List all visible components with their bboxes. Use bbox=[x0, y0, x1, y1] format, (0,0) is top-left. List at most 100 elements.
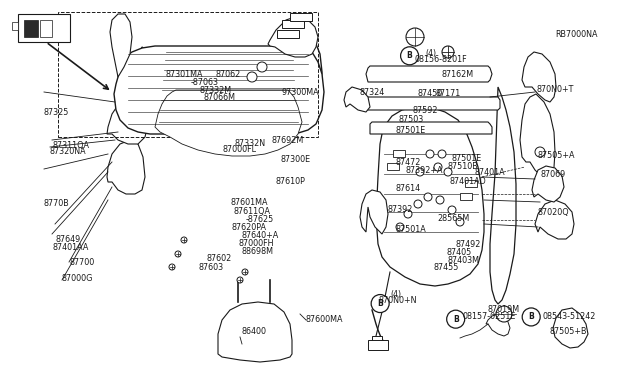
Circle shape bbox=[442, 46, 454, 58]
Circle shape bbox=[414, 200, 422, 208]
Polygon shape bbox=[366, 66, 492, 82]
Text: 87614: 87614 bbox=[396, 185, 420, 193]
Text: 87603: 87603 bbox=[198, 263, 223, 272]
Text: 87501E: 87501E bbox=[452, 154, 482, 163]
Text: 87325: 87325 bbox=[44, 108, 69, 117]
Text: 870N0+T: 870N0+T bbox=[536, 85, 573, 94]
Polygon shape bbox=[155, 90, 302, 156]
Polygon shape bbox=[268, 16, 318, 57]
Circle shape bbox=[535, 147, 545, 157]
Circle shape bbox=[181, 237, 187, 243]
Text: 87472: 87472 bbox=[396, 158, 421, 167]
Text: 87324: 87324 bbox=[360, 88, 385, 97]
Text: 87401AA: 87401AA bbox=[52, 243, 89, 252]
Polygon shape bbox=[110, 14, 132, 77]
FancyBboxPatch shape bbox=[393, 150, 405, 157]
Text: B: B bbox=[529, 312, 534, 321]
Circle shape bbox=[438, 150, 446, 158]
Text: 86400: 86400 bbox=[242, 327, 267, 336]
FancyBboxPatch shape bbox=[372, 336, 382, 344]
Text: 08157-0251E: 08157-0251E bbox=[462, 312, 515, 321]
Text: 87510B: 87510B bbox=[448, 162, 479, 171]
Circle shape bbox=[426, 150, 434, 158]
Text: 87492: 87492 bbox=[456, 240, 481, 248]
Text: B: B bbox=[407, 51, 412, 60]
Text: 87450: 87450 bbox=[417, 89, 442, 97]
Circle shape bbox=[496, 306, 512, 322]
Text: -87625: -87625 bbox=[246, 215, 274, 224]
Circle shape bbox=[424, 193, 432, 201]
Polygon shape bbox=[486, 314, 510, 336]
Text: 08156-8201F: 08156-8201F bbox=[415, 55, 467, 64]
Text: 87649: 87649 bbox=[55, 235, 80, 244]
Text: 87505+B: 87505+B bbox=[549, 327, 587, 336]
Text: 87401AD: 87401AD bbox=[449, 177, 486, 186]
Text: 87062: 87062 bbox=[215, 70, 240, 79]
Polygon shape bbox=[520, 94, 555, 180]
Circle shape bbox=[434, 163, 442, 171]
Text: 87066M: 87066M bbox=[204, 93, 236, 102]
Circle shape bbox=[404, 210, 412, 218]
FancyBboxPatch shape bbox=[460, 193, 472, 200]
Text: 87505+A: 87505+A bbox=[538, 151, 575, 160]
Text: 870N0+N: 870N0+N bbox=[379, 296, 417, 305]
Text: 87640+A: 87640+A bbox=[242, 231, 279, 240]
Text: 87069: 87069 bbox=[540, 170, 565, 179]
Text: 87000FL: 87000FL bbox=[223, 145, 257, 154]
Text: 87320NA: 87320NA bbox=[50, 147, 86, 156]
Circle shape bbox=[242, 269, 248, 275]
Text: 87332M: 87332M bbox=[200, 86, 232, 94]
FancyBboxPatch shape bbox=[277, 30, 299, 38]
Text: 87455: 87455 bbox=[434, 263, 460, 272]
FancyBboxPatch shape bbox=[18, 14, 70, 42]
Polygon shape bbox=[360, 190, 388, 234]
Polygon shape bbox=[218, 302, 292, 362]
Text: 08543-51242: 08543-51242 bbox=[543, 312, 596, 321]
Circle shape bbox=[169, 264, 175, 270]
Text: 87611QA: 87611QA bbox=[234, 207, 271, 216]
Circle shape bbox=[396, 223, 404, 231]
Polygon shape bbox=[366, 97, 500, 110]
Circle shape bbox=[257, 62, 267, 72]
Text: 87301MA: 87301MA bbox=[165, 70, 203, 79]
Text: 87300E: 87300E bbox=[280, 155, 310, 164]
Polygon shape bbox=[522, 52, 556, 102]
Polygon shape bbox=[532, 166, 564, 202]
FancyBboxPatch shape bbox=[282, 20, 304, 28]
Text: 87601MA: 87601MA bbox=[230, 198, 268, 207]
Circle shape bbox=[456, 218, 464, 226]
Circle shape bbox=[247, 72, 257, 82]
Circle shape bbox=[175, 251, 181, 257]
Circle shape bbox=[448, 206, 456, 214]
Polygon shape bbox=[136, 40, 322, 140]
Text: 87162M: 87162M bbox=[442, 70, 474, 79]
Text: B: B bbox=[378, 299, 383, 308]
Circle shape bbox=[401, 47, 419, 65]
Text: 87019M: 87019M bbox=[488, 305, 520, 314]
Text: 87620PA: 87620PA bbox=[232, 223, 267, 232]
Circle shape bbox=[447, 310, 465, 328]
FancyBboxPatch shape bbox=[368, 340, 388, 350]
Text: 87392+A: 87392+A bbox=[406, 166, 444, 175]
Circle shape bbox=[406, 28, 424, 46]
Text: 87401A: 87401A bbox=[475, 169, 506, 177]
Polygon shape bbox=[535, 200, 574, 239]
Polygon shape bbox=[107, 140, 145, 194]
Text: (4): (4) bbox=[390, 290, 401, 299]
Text: -87063: -87063 bbox=[191, 78, 219, 87]
Polygon shape bbox=[553, 308, 588, 348]
Circle shape bbox=[416, 168, 424, 176]
Text: 87000G: 87000G bbox=[61, 274, 93, 283]
Text: 28565M: 28565M bbox=[438, 214, 470, 223]
Circle shape bbox=[371, 295, 389, 312]
Text: 87020Q: 87020Q bbox=[538, 208, 569, 217]
Text: 87000FH: 87000FH bbox=[238, 239, 273, 248]
FancyBboxPatch shape bbox=[465, 180, 477, 187]
Polygon shape bbox=[344, 87, 370, 112]
Text: 87332N: 87332N bbox=[234, 139, 266, 148]
Circle shape bbox=[522, 308, 540, 326]
Polygon shape bbox=[107, 97, 148, 144]
Text: 87610P: 87610P bbox=[275, 177, 305, 186]
Circle shape bbox=[436, 196, 444, 204]
FancyBboxPatch shape bbox=[40, 20, 52, 37]
